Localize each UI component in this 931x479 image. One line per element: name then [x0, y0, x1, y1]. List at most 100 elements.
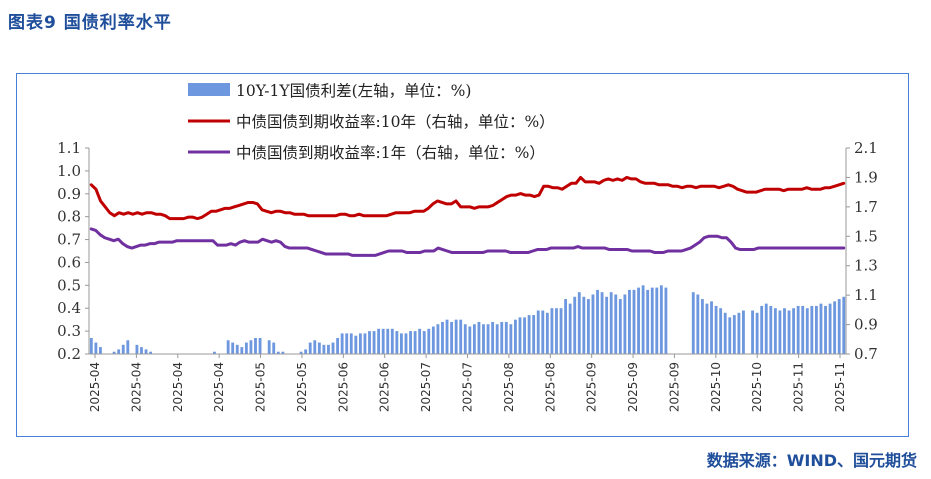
- source-note: 数据来源：WIND、国元期货: [706, 451, 917, 470]
- spread-bar: [714, 305, 718, 354]
- spread-bar: [454, 319, 458, 354]
- spread-bar: [623, 294, 627, 354]
- spread-bar: [801, 305, 805, 354]
- spread-bar: [459, 319, 463, 354]
- spread-bar: [404, 333, 408, 354]
- spread-bar: [805, 308, 809, 354]
- spread-bar: [336, 337, 339, 354]
- x-tick-label: 2025-04: [212, 362, 226, 412]
- spread-bar: [504, 321, 508, 354]
- spread-bar: [559, 308, 563, 354]
- spread-bar: [308, 342, 312, 354]
- spread-bar: [486, 324, 490, 354]
- spread-bar: [331, 342, 335, 354]
- spread-bar: [614, 294, 618, 354]
- spread-bar: [792, 308, 796, 354]
- spread-bar: [317, 342, 321, 354]
- yield-10y-line: [89, 175, 846, 221]
- spread-bar: [390, 328, 394, 354]
- spread-bar: [618, 299, 622, 354]
- spread-bar: [358, 333, 362, 354]
- spread-bar: [409, 331, 412, 354]
- right-tick-label: 1.9: [854, 168, 878, 186]
- spread-bar: [605, 296, 609, 354]
- spread-bar: [121, 344, 125, 354]
- right-tick-label: 2.1: [854, 139, 878, 157]
- spread-bar: [586, 299, 590, 354]
- spread-bar: [764, 303, 768, 354]
- x-tick-label: 2025-05: [254, 362, 268, 412]
- spread-bar: [664, 287, 668, 354]
- spread-bar: [773, 308, 777, 354]
- x-tick-label: 2025-09: [667, 362, 681, 412]
- legend-label: 中债国债到期收益率:10年（右轴，单位：%）: [236, 113, 555, 131]
- spread-bar: [94, 342, 98, 354]
- spread-bar: [532, 315, 536, 354]
- spread-bar: [787, 310, 791, 354]
- spread-bar: [705, 303, 709, 354]
- spread-bar: [710, 301, 713, 354]
- yield-1y-line: [89, 227, 846, 257]
- spread-bar: [646, 289, 650, 354]
- figure-title: 图表9 国债利率水平: [8, 13, 172, 33]
- right-tick-label: 0.7: [854, 345, 878, 363]
- spread-bar: [751, 310, 754, 354]
- left-tick-label: 0.6: [57, 253, 81, 271]
- spread-bar: [235, 344, 239, 354]
- x-tick-label: 2025-11: [792, 362, 806, 412]
- spread-bar: [577, 292, 581, 354]
- spread-bar: [89, 337, 93, 354]
- spread-bar: [299, 351, 303, 354]
- spread-bar: [377, 328, 381, 354]
- spread-bar: [226, 340, 230, 354]
- x-tick-label: 2025-07: [419, 362, 433, 412]
- spread-bar: [536, 310, 540, 354]
- spread-bar: [281, 351, 285, 354]
- legend-swatch-spread: [188, 83, 230, 96]
- x-tick-label: 2025-05: [295, 362, 309, 412]
- spread-bar: [450, 321, 453, 354]
- spread-bar: [819, 303, 823, 354]
- spread-bar: [445, 319, 449, 354]
- x-tick-label: 2025-08: [543, 362, 557, 412]
- spread-bar: [144, 349, 148, 354]
- spread-bar: [737, 312, 741, 354]
- spread-bar: [495, 324, 499, 354]
- spread-bar: [436, 324, 440, 354]
- left-tick-label: 0.8: [57, 208, 81, 226]
- x-tick-label: 2025-11: [833, 362, 847, 412]
- spread-bar: [783, 308, 786, 354]
- spread-bar: [659, 285, 663, 354]
- spread-bar: [313, 340, 317, 354]
- spread-bar: [545, 312, 549, 354]
- spread-bar: [696, 294, 700, 354]
- right-tick-label: 1.1: [854, 286, 878, 304]
- spread-bar: [723, 312, 727, 354]
- spread-bar: [368, 331, 371, 354]
- spread-bar: [550, 308, 554, 354]
- spread-bar: [814, 305, 818, 354]
- spread-bar: [810, 305, 814, 354]
- spread-bar: [258, 337, 262, 354]
- spread-bar: [431, 326, 435, 354]
- spread-bar: [573, 296, 577, 354]
- spread-bar: [340, 333, 344, 354]
- legend-label: 10Y-1Y国债利差(左轴，单位：%): [236, 82, 471, 100]
- spread-bar: [463, 324, 467, 354]
- spread-bar: [418, 328, 422, 354]
- spread-bar: [254, 337, 257, 354]
- left-tick-label: 0.3: [57, 322, 81, 340]
- spread-bar: [837, 299, 841, 354]
- left-tick-label: 0.7: [57, 231, 81, 249]
- spread-bar: [650, 287, 654, 354]
- spread-bar: [422, 331, 426, 354]
- x-tick-label: 2025-09: [585, 362, 599, 412]
- spread-bar: [441, 321, 444, 354]
- spread-bar: [732, 315, 736, 354]
- spread-bar: [400, 333, 403, 354]
- spread-bar: [591, 294, 595, 354]
- spread-bar: [244, 342, 248, 354]
- spread-bar: [842, 296, 846, 354]
- right-tick-label: 1.5: [854, 227, 878, 245]
